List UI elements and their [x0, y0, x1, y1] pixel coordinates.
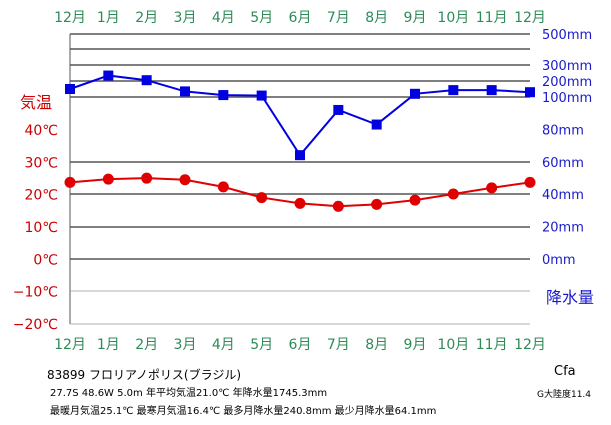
precip-tick-label: 500mm: [542, 28, 592, 43]
precipitation-point: [65, 84, 75, 94]
month-label: 3月: [174, 10, 197, 26]
month-label: 12月: [514, 10, 546, 26]
month-label: 2月: [135, 10, 158, 26]
temperature-series: [64, 172, 536, 212]
precip-axis-title: 降水量: [546, 288, 594, 307]
month-label: 12月: [54, 337, 86, 353]
month-label: 10月: [437, 337, 469, 353]
month-labels-top: 12月 1月 2月 3月 4月 5月 6月 7月 8月 9月 10月 11月 12月: [54, 10, 546, 26]
precipitation-series: [65, 70, 535, 161]
precipitation-line: [69, 74, 531, 157]
precipitation-point: [410, 88, 420, 99]
month-label: 2月: [135, 337, 158, 353]
month-label: 9月: [404, 337, 427, 353]
month-label: 7月: [327, 10, 350, 26]
temperature-point: [294, 197, 306, 209]
month-label: 12月: [54, 10, 86, 26]
temperature-point: [524, 176, 536, 188]
temp-tick-label: 0℃: [33, 252, 58, 268]
station-extremes: 最暖月気温25.1℃ 最寒月気温16.4℃ 最多月降水量240.8mm 最少月降…: [50, 406, 437, 417]
month-label: 3月: [174, 337, 197, 353]
precipitation-point: [448, 85, 459, 96]
temperature-point: [256, 192, 268, 204]
temp-tick-label: −20℃: [13, 317, 58, 333]
precipitation-point: [295, 150, 305, 161]
temperature-point: [141, 172, 153, 184]
station-summary: 27.7S 48.6W 5.0m 年平均気温21.0℃ 年降水量1745.3mm: [50, 388, 328, 399]
month-labels-bottom: 12月 1月 2月 3月 4月 5月 6月 7月 8月 9月 10月 11月 12月: [54, 337, 546, 353]
precip-tick-label: 60mm: [542, 156, 584, 171]
month-label: 5月: [250, 10, 273, 26]
precip-tick-label: 80mm: [542, 123, 584, 138]
month-label: 11月: [476, 337, 508, 353]
temperature-point: [486, 182, 498, 194]
temperature-point: [179, 174, 191, 186]
temp-tick-labels: 40℃ 30℃ 20℃ 10℃ 0℃ −10℃ −20℃: [13, 123, 58, 333]
precipitation-point: [180, 86, 190, 97]
month-label: 1月: [97, 337, 120, 353]
precipitation-point: [141, 75, 152, 86]
month-label: 8月: [365, 10, 388, 26]
temperature-point: [102, 173, 114, 185]
precip-tick-label: 40mm: [542, 188, 584, 203]
temperature-point: [447, 188, 459, 200]
precipitation-point: [256, 90, 267, 101]
temperature-point: [409, 194, 421, 206]
month-label: 5月: [250, 337, 273, 353]
month-label: 8月: [365, 337, 388, 353]
month-label: 11月: [476, 10, 508, 26]
temperature-point: [371, 198, 383, 210]
temp-tick-label: 20℃: [24, 188, 58, 204]
month-label: 9月: [404, 10, 427, 26]
temp-axis-title: 気温: [20, 93, 52, 112]
precip-tick-label: 20mm: [542, 221, 584, 236]
precip-tick-label: 100mm: [542, 91, 592, 106]
temp-tick-label: 10℃: [24, 220, 58, 236]
precipitation-point: [525, 87, 535, 98]
month-label: 4月: [212, 10, 235, 26]
precip-tick-label: 0mm: [542, 253, 576, 268]
precip-tick-label: 200mm: [542, 75, 592, 90]
precip-tick-label: 300mm: [542, 59, 592, 74]
station-name: 83899 フロリアノポリス(ブラジル): [47, 368, 242, 382]
temp-tick-label: 40℃: [24, 123, 58, 139]
temp-tick-label: −10℃: [13, 285, 58, 301]
month-label: 6月: [289, 337, 312, 353]
precipitation-point: [371, 119, 382, 130]
precipitation-point: [218, 90, 229, 101]
temperature-point: [332, 200, 344, 212]
month-label: 7月: [327, 337, 350, 353]
temperature-point: [217, 181, 229, 193]
month-label: 4月: [212, 337, 235, 353]
precipitation-point: [103, 70, 114, 81]
continentality-index: G大陸度11.4: [537, 390, 592, 400]
temperature-point: [64, 176, 76, 188]
month-label: 10月: [437, 10, 469, 26]
gridlines: [69, 33, 530, 325]
precipitation-point: [333, 104, 344, 115]
temp-tick-label: 30℃: [24, 155, 58, 171]
climate-class: Cfa: [554, 364, 576, 379]
month-label: 6月: [289, 10, 312, 26]
month-label: 1月: [97, 10, 120, 26]
precipitation-point: [486, 85, 497, 96]
month-label: 12月: [514, 337, 546, 353]
